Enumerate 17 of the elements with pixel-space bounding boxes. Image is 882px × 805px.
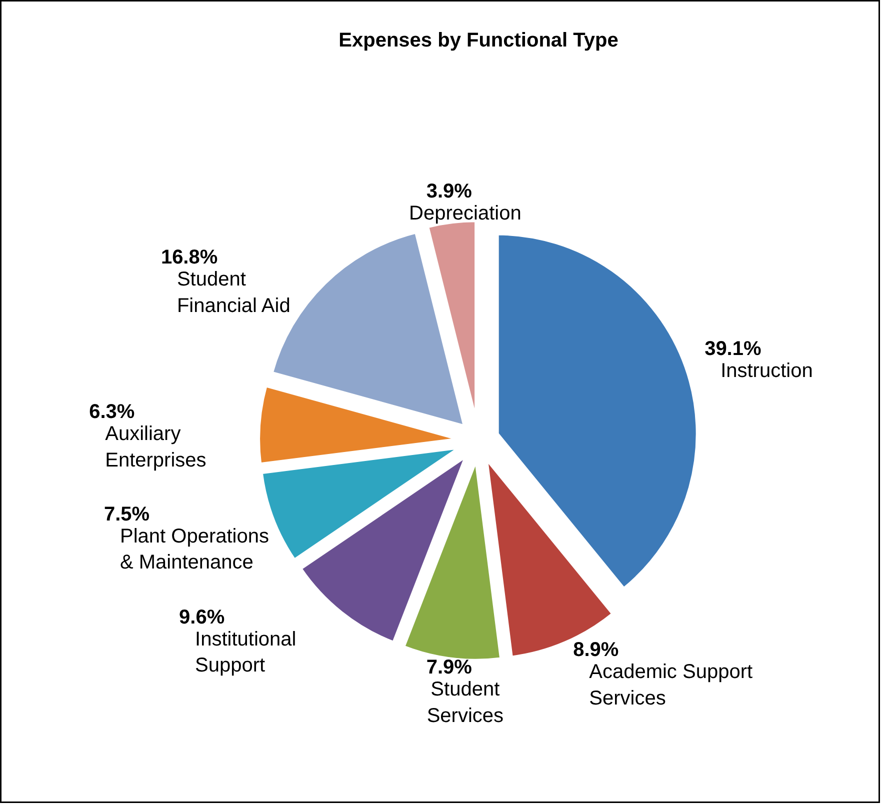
data-label: 7.5% (104, 503, 150, 526)
slice-label: Academic Support Services (589, 661, 753, 710)
slice-label: Plant Operations & Maintenance (120, 525, 269, 574)
data-label: 3.9% (426, 180, 472, 202)
slice-label: Depreciation (409, 202, 522, 224)
data-label: 8.9% (573, 639, 619, 662)
slice-label: Institutional Support (195, 628, 296, 677)
data-label: 16.8% (160, 246, 218, 269)
chart-title: Expenses by Functional Type (338, 30, 618, 52)
data-label: 39.1% (704, 338, 762, 360)
slice-label: Auxiliary Enterprises (105, 423, 206, 472)
data-label: 6.3% (89, 401, 135, 424)
slice-label: Student Services (426, 678, 504, 728)
slice-label: Instruction (720, 360, 813, 382)
data-label: 9.6% (179, 606, 225, 628)
slice-label: Student Financial Aid (176, 268, 290, 318)
data-label: 7.9% (426, 656, 472, 679)
